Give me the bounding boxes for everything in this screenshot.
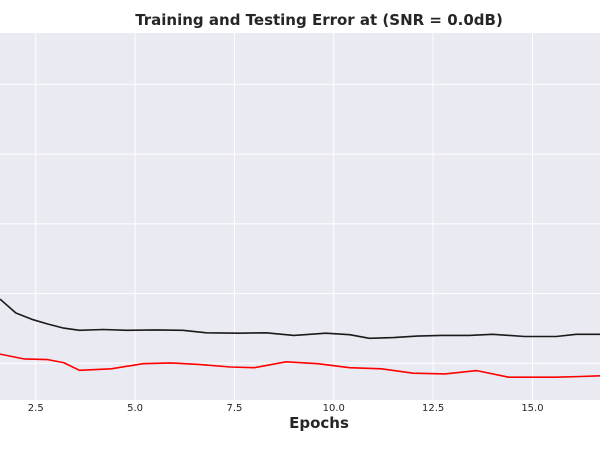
series-line-0 [0,298,600,340]
x-tick-label-3: 10.0 [323,403,345,414]
x-tick-labels: 2.5 5.0 7.5 10.0 12.5 15.0 [28,403,544,414]
x-tick-label-0: 2.5 [28,403,44,414]
x-tick-label-2: 7.5 [226,403,242,414]
plot-background [0,33,600,400]
x-tick-label-1: 5.0 [127,403,143,414]
chart-title: Training and Testing Error at (SNR = 0.0… [135,11,503,29]
x-tick-label-5: 15.0 [521,403,543,414]
grid [0,33,600,400]
x-tick-label-4: 12.5 [422,403,444,414]
series-line-1 [0,353,600,379]
x-axis-label: Epochs [289,414,349,432]
series-lines [0,298,600,379]
